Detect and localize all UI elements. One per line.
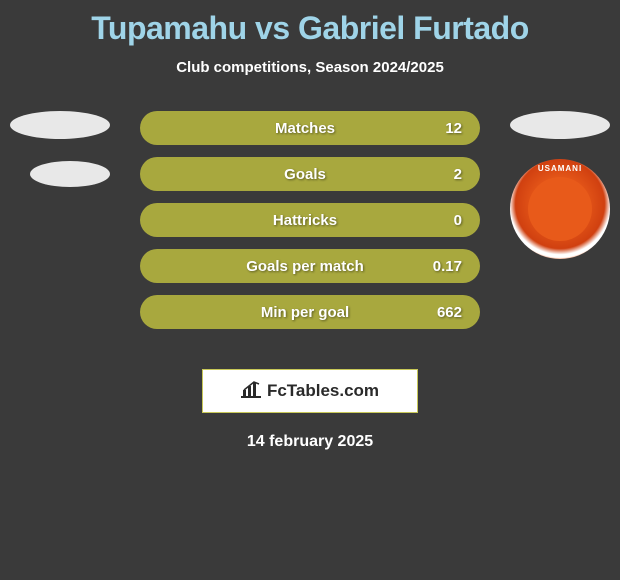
chart-icon (241, 380, 261, 403)
stat-row-hattricks: Hattricks 0 (140, 203, 480, 237)
right-placeholder-1 (510, 111, 610, 139)
brand-text: FcTables.com (267, 381, 379, 401)
date-text: 14 february 2025 (0, 433, 620, 451)
stat-label: Goals per match (158, 258, 422, 275)
right-logo-group: USAMANI (510, 111, 610, 259)
stat-label: Matches (158, 120, 422, 137)
stat-value: 662 (422, 304, 462, 321)
stat-row-goals: Goals 2 (140, 157, 480, 191)
left-placeholder-1 (10, 111, 110, 139)
left-placeholder-2 (30, 161, 110, 187)
left-placeholder-group (10, 111, 110, 187)
stats-area: USAMANI Matches 12 Goals 2 Hattricks 0 G… (0, 111, 620, 351)
stat-row-min-per-goal: Min per goal 662 (140, 295, 480, 329)
stat-row-goals-per-match: Goals per match 0.17 (140, 249, 480, 283)
stat-value: 0.17 (422, 258, 462, 275)
brand-box[interactable]: FcTables.com (202, 369, 418, 413)
stat-value: 2 (422, 166, 462, 183)
club-badge-text: USAMANI (538, 164, 582, 173)
stat-value: 12 (422, 120, 462, 137)
stat-row-matches: Matches 12 (140, 111, 480, 145)
club-badge: USAMANI (510, 159, 610, 259)
stat-label: Goals (158, 166, 422, 183)
subtitle: Club competitions, Season 2024/2025 (0, 59, 620, 76)
stat-rows: Matches 12 Goals 2 Hattricks 0 Goals per… (140, 111, 480, 341)
stat-label: Hattricks (158, 212, 422, 229)
page-title: Tupamahu vs Gabriel Furtado (0, 0, 620, 47)
stat-value: 0 (422, 212, 462, 229)
stat-label: Min per goal (158, 304, 422, 321)
